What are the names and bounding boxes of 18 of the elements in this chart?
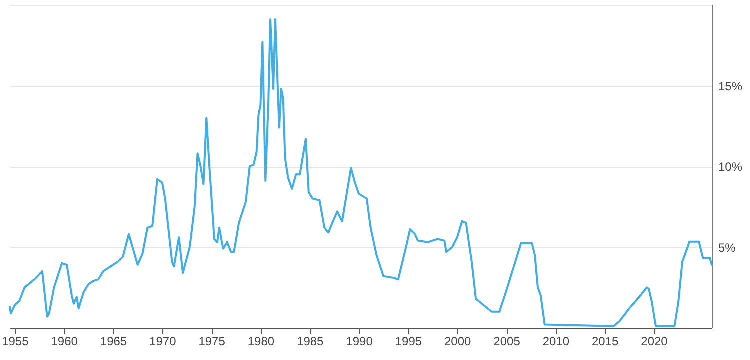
x-tick-label: 1970 [150, 334, 177, 348]
x-tick-label: 1960 [51, 334, 78, 348]
line-series [9, 18, 713, 328]
x-tick-label: 1980 [248, 334, 275, 348]
x-tick-label: 2020 [641, 334, 668, 348]
x-tick-label: 1975 [198, 334, 226, 348]
y-tick-label: 15% [718, 79, 743, 94]
y-tick-label: 5% [718, 240, 736, 255]
x-tick-label: 1995 [395, 334, 422, 348]
x-tick-label: 2000 [444, 334, 472, 348]
x-tick-label: 2010 [542, 334, 570, 348]
x-tick-label: 1985 [297, 334, 324, 348]
x-tick-label: 2015 [592, 334, 619, 348]
x-tick-label: 2005 [494, 334, 521, 348]
x-tick-label: 1990 [346, 334, 374, 348]
x-tick-label: 1955 [2, 334, 30, 348]
y-tick-label: 10% [718, 160, 743, 174]
x-tick-label: 1965 [100, 334, 128, 348]
